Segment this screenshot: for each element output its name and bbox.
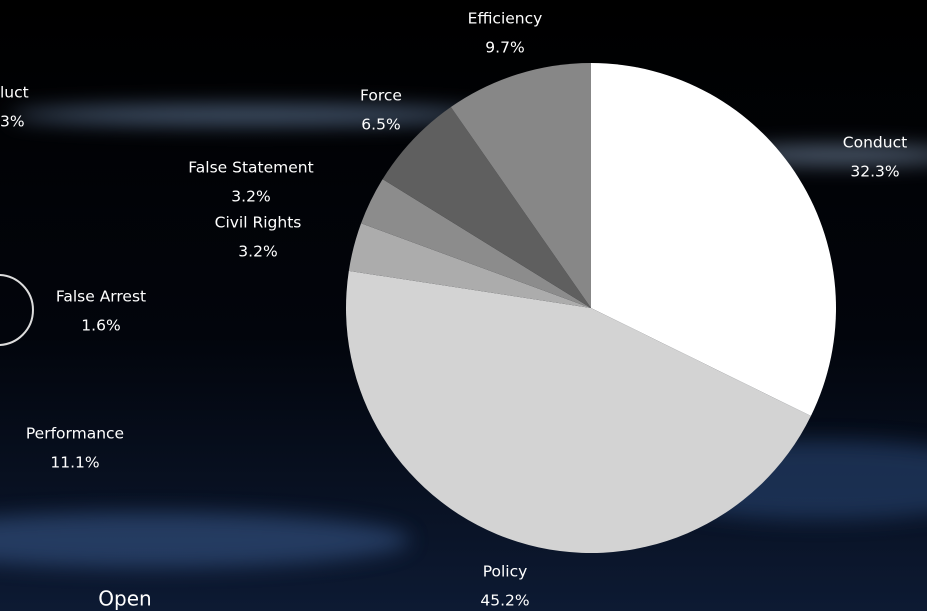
slice-label: Conduct	[843, 134, 907, 152]
side-label: luct	[0, 84, 29, 102]
pie-slice	[345, 270, 811, 554]
slice-value-label: 9.7%	[485, 39, 524, 57]
slice-label: Force	[360, 87, 402, 105]
slice-value-label: 6.5%	[361, 116, 400, 134]
slice-value-label: 3.2%	[238, 243, 277, 261]
pie-slice	[450, 63, 591, 308]
side-value-label: 1.6%	[81, 317, 120, 335]
slice-value-label: 32.3%	[850, 163, 899, 181]
slice-label: False Statement	[188, 159, 313, 177]
slice-label: Policy	[483, 563, 528, 581]
open-button[interactable]: Open	[98, 587, 151, 611]
pie-slice	[591, 63, 836, 417]
pie-slice	[361, 179, 591, 308]
pie-slice	[348, 223, 591, 308]
side-label: Performance	[26, 425, 124, 443]
slice-label: Efficiency	[468, 10, 543, 28]
slice-value-label: 45.2%	[480, 592, 529, 610]
slice-label: Civil Rights	[215, 214, 302, 232]
pie-slice	[382, 107, 591, 308]
pie	[345, 63, 836, 554]
side-value-label: 11.1%	[50, 454, 99, 472]
offscreen-pie-edge	[0, 274, 34, 346]
slice-value-label: 3.2%	[231, 188, 270, 206]
side-value-label: 3%	[0, 113, 25, 131]
side-label: False Arrest	[56, 288, 146, 306]
